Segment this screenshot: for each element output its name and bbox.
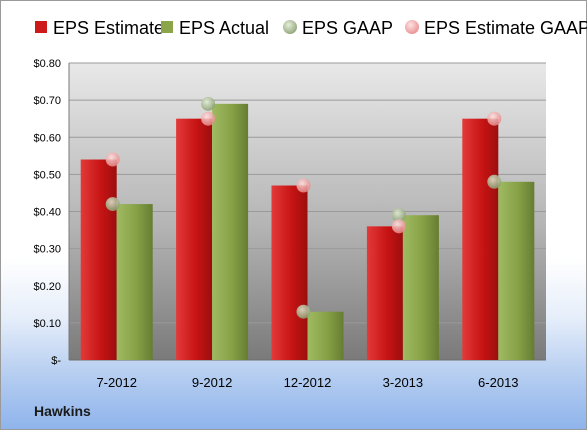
legend: EPS Estimate EPS Actual EPS GAAP EPS Estima… [35,18,587,38]
legend-label: EPS GAAP [302,18,393,38]
eps-estimate-gaap-marker [201,111,216,126]
legend-marker-eps-estimate-gaap [405,20,419,34]
legend-swatch-eps-estimate [35,21,47,33]
legend-marker-eps-gaap [283,20,297,34]
markers [105,96,502,319]
legend-label: EPS Estimate [53,18,164,38]
x-axis: 7-2012 9-2012 12-2012 3-2013 6-2013 [96,375,518,390]
eps-estimate-gaap-marker [105,152,120,167]
x-tick-label: 6-2013 [478,375,518,390]
eps-actual-bar [307,311,344,360]
x-tick-label: 7-2012 [96,375,136,390]
eps-estimate-gaap-marker [391,219,406,234]
y-tick-label: $0.50 [33,169,61,181]
legend-swatch-eps-actual [161,21,173,33]
legend-label: EPS Actual [179,18,269,38]
eps-actual-bar [498,181,535,360]
eps-actual-bar [212,103,249,361]
eps-gaap-marker [391,208,406,223]
eps-estimate-bar [271,185,308,360]
bars [80,103,535,361]
eps-gaap-marker [105,197,120,212]
eps-gaap-marker [201,96,216,111]
eps-actual-bar [402,215,439,360]
y-tick-label: $0.30 [33,244,61,256]
eps-estimate-gaap-marker [487,111,502,126]
legend-label: EPS Estimate GAAP [424,18,587,38]
x-tick-label: 9-2012 [192,375,232,390]
eps-estimate-gaap-marker [296,178,311,193]
y-tick-label: $0.70 [33,95,61,107]
eps-gaap-marker [487,174,502,189]
y-axis: $- $0.10 $0.20 $0.30 $0.40 $0.50 $0.60 $0.70 $0.… [33,58,70,367]
company-label: Hawkins [34,403,91,419]
y-tick-label: $0.80 [33,58,61,70]
eps-estimate-bar [462,118,499,360]
x-tick-label: 12-2012 [284,375,332,390]
y-tick-label: $0.40 [33,207,61,219]
eps-estimate-bar [176,118,213,360]
eps-actual-bar [116,204,153,360]
eps-estimate-bar [366,226,403,360]
y-tick-label: $0.60 [33,132,61,144]
eps-estimate-bar [80,159,117,360]
x-tick-label: 3-2013 [383,375,423,390]
y-tick-label: $0.20 [33,281,61,293]
y-tick-label: $- [51,355,61,367]
y-tick-label: $0.10 [33,318,61,330]
eps-gaap-marker [296,304,311,319]
